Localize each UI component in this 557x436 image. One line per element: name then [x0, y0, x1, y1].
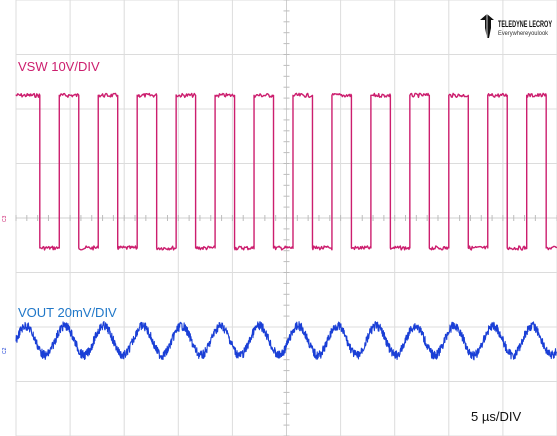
channel-marker-c2: C2	[2, 347, 8, 354]
trace-vout-ripple	[15, 320, 557, 361]
teledyne-logo-icon	[480, 14, 494, 38]
brand-name: TELEDYNE LECROY	[498, 19, 552, 29]
graticule-grid	[15, 0, 557, 436]
channel-label-vout: VOUT 20mV/DIV	[18, 305, 117, 320]
brand-logo: TELEDYNE LECROY Everywhereyoulook	[480, 14, 552, 38]
brand-tagline: Everywhereyoulook	[498, 30, 549, 37]
waveform-traces	[15, 92, 557, 361]
trace-vsw-switch-node	[15, 92, 557, 251]
channel-label-vsw: VSW 10V/DIV	[18, 59, 100, 74]
channel-marker-c3: C3	[2, 215, 8, 222]
timebase-label: 5 µs/DIV	[471, 409, 521, 424]
